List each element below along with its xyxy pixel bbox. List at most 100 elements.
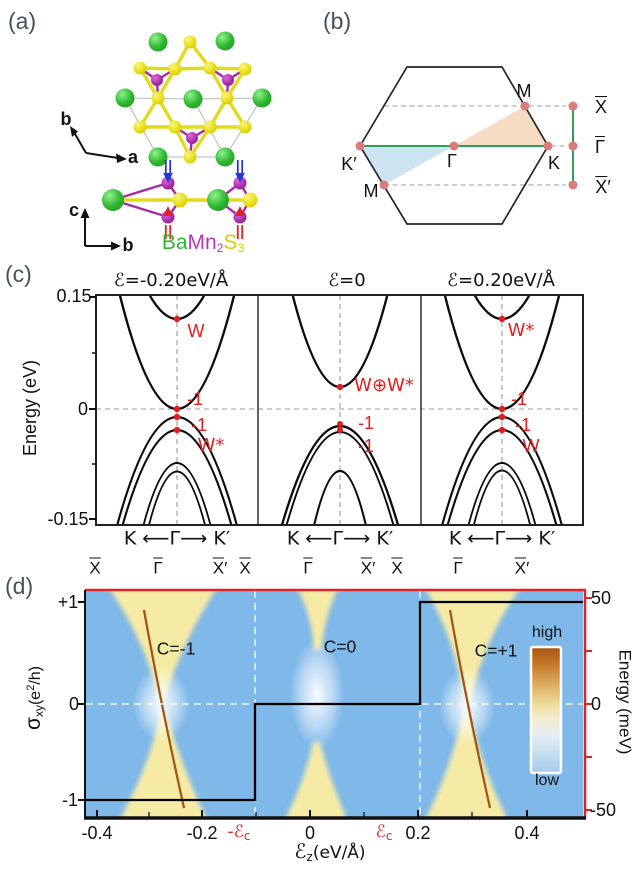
hall-conductivity-heatmap — [78, 588, 592, 820]
d-top-xbarp-2: X′ — [361, 560, 376, 577]
field-title-middle: ℰ=0 — [328, 270, 366, 291]
bz-m-bottom-label: M — [363, 181, 379, 201]
ez-minor-ticks — [148, 812, 473, 818]
sigma-ticks — [78, 601, 85, 801]
axis-a-label: a — [127, 147, 139, 167]
band-structure-panel — [89, 294, 584, 526]
colorbar-high-label: high — [531, 624, 563, 641]
side-s-atom — [242, 192, 258, 208]
sigma-xy-step-line — [86, 600, 583, 802]
crystal-structure-side-view — [80, 160, 258, 251]
d-top-xbarp-1-mark: ′ — [224, 558, 228, 578]
side-ba-atom — [207, 189, 229, 211]
sigma-subscript: xy — [32, 705, 46, 718]
d-top-xbarp-3: X′ — [515, 560, 530, 577]
formula-s: S — [223, 231, 238, 254]
ez-tick-04: 0.4 — [514, 823, 540, 843]
bz-high-symmetry-dots — [355, 101, 578, 190]
ann-right-w: W — [522, 436, 540, 456]
sigma-unit-b: /h) — [27, 666, 44, 685]
sigma-tick-p1: +1 — [57, 592, 79, 612]
bz-shaded-triangle-blue — [360, 146, 454, 185]
ez-subscript: z — [306, 850, 313, 864]
ann-left-wstar: W* — [197, 435, 225, 456]
spin-down-arrows — [163, 160, 245, 183]
ez-symbol: ℰ — [294, 839, 307, 863]
d-top-xbarp-1: X′ — [213, 560, 228, 577]
ez-units: (eV/Å) — [312, 843, 366, 863]
ec-neg-main: -ℰ — [227, 822, 244, 842]
s-atoms — [133, 35, 252, 164]
bands-minor-ticks — [92, 352, 96, 465]
mn-bonds — [138, 66, 247, 159]
formula-ba: Ba — [161, 231, 188, 254]
spin-up-arrows — [163, 206, 245, 239]
sigma-symbol: σ — [22, 717, 45, 730]
ann-left-m2: -1 — [190, 415, 208, 435]
sigma-tick-0: 0 — [68, 694, 80, 714]
colorbar-low-label: low — [534, 772, 560, 789]
panel-d-label: (d) — [5, 573, 34, 599]
panel-c-label: (c) — [5, 261, 32, 287]
side-ba-atom — [102, 189, 124, 211]
chern-label-m1: C=-1 — [156, 638, 196, 659]
critical-field-positive-label: ℰc — [375, 822, 393, 843]
ann-right-wstar: W* — [507, 320, 535, 341]
d-top-xbarp-2-mark: ′ — [372, 558, 376, 578]
d-top-gbar-1: Γ — [153, 558, 163, 578]
ez-tick-m02: -0.2 — [186, 823, 218, 843]
ann-right-m1: -1 — [510, 389, 528, 409]
sulfur-bond-network — [138, 40, 247, 159]
sigma-unit-a: (e — [27, 690, 44, 706]
mn-atoms — [151, 74, 234, 144]
ec-neg-sub: c — [243, 829, 251, 843]
d-top-xbar-3: X — [391, 558, 403, 578]
d-top-xbarp-3-mark: ′ — [526, 558, 530, 578]
ytick-015: 0.15 — [56, 286, 92, 306]
bz-m-top-label: M — [516, 81, 532, 101]
ab-axes-arrows — [70, 126, 127, 163]
field-title-right: ℰ=0.20eV/Å — [447, 270, 555, 291]
ann-left-w: W — [187, 321, 205, 341]
bands-guide-dashed-lines — [96, 295, 583, 525]
bz-gamma-label: Γ — [447, 151, 457, 171]
energy-tick-50: 50 — [590, 588, 612, 608]
energy-axis-label: Energy (eV) — [20, 359, 40, 457]
chern-label-p1: C=+1 — [474, 640, 518, 661]
cb-axes-arrows — [80, 208, 121, 251]
sigma-tick-m1: -1 — [61, 790, 79, 810]
axis-b2-label: b — [122, 235, 134, 255]
bz-gammabar-label: Γ — [595, 137, 605, 157]
ytick-m015: -0.15 — [47, 509, 89, 529]
axis-b-label: b — [60, 109, 72, 129]
bz-kprime-label: K′ — [341, 154, 357, 174]
d-top-gbar-2: Γ — [303, 558, 313, 578]
sigma-superscript: 2 — [25, 684, 37, 691]
d-top-xbar-1: X — [89, 558, 101, 578]
d-top-xbarp-2-x: X — [360, 558, 373, 578]
ez-tick-m04: -0.4 — [81, 823, 113, 843]
ba-atoms — [115, 31, 272, 167]
field-title-left: ℰ=-0.20eV/Å — [113, 270, 229, 291]
formula-s-sub: 3 — [237, 241, 245, 255]
ann-mid-m2: -1 — [357, 436, 375, 456]
formula-mn: Mn — [187, 231, 217, 254]
chern-label-0: C=0 — [323, 636, 357, 657]
bz-shaded-triangle-peach — [454, 106, 548, 146]
kpath-left: K ⟵Γ⟶ K′ — [123, 527, 231, 550]
ann-mid-wws: W⊕W* — [354, 375, 414, 396]
formula-mn-sub: 2 — [216, 241, 224, 255]
critical-field-negative-label: -ℰc — [227, 822, 251, 843]
side-s-atom — [172, 192, 188, 208]
ann-mid-m1: -1 — [357, 413, 375, 433]
ez-axis-label: ℰz(eV/Å) — [294, 841, 365, 863]
ann-right-m2: -1 — [514, 415, 532, 435]
panel-b-label: (b) — [323, 8, 352, 34]
sigma-xy-axis-label: σxy(e2/h) — [22, 666, 46, 730]
ec-pos-main: ℰ — [375, 822, 386, 842]
bz-xbarprime-label: X′ — [595, 178, 610, 196]
d-top-xbarp-1-x: X — [212, 558, 225, 578]
ann-left-m1: -1 — [186, 389, 204, 409]
brillouin-zone-diagram — [355, 66, 578, 225]
